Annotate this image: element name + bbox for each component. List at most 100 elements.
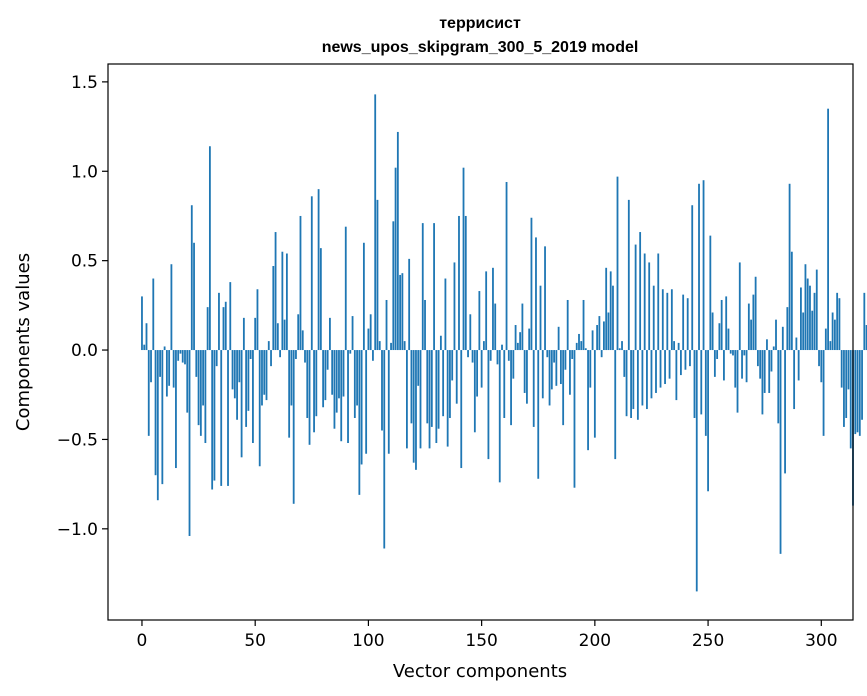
bar-216 [630,350,632,418]
bar-36 [222,307,225,351]
bar-114 [399,274,402,351]
bar-22 [190,205,193,351]
bar-206 [607,312,610,351]
bar-32 [213,350,216,481]
bar-201 [596,325,599,351]
bar-82 [326,350,329,370]
x-axis: 0 50 100 150 200 250 300 [137,620,838,651]
bar-1 [143,344,146,351]
bar-210 [616,176,619,351]
bar-243 [691,205,694,351]
bar-86 [335,350,338,413]
bar-66 [290,350,293,406]
bar-80 [322,350,325,408]
bar-62 [281,251,284,351]
bar-42 [236,350,238,420]
bar-128 [430,350,433,427]
bar-4 [150,350,152,383]
bar-85 [333,350,336,429]
bar-274 [761,350,764,415]
bar-146 [471,350,474,363]
bar-228 [657,253,660,351]
bar-264 [738,262,741,351]
bar-236 [675,350,678,401]
bar-98 [362,242,365,351]
bar-161 [505,181,508,351]
bar-298 [815,269,818,351]
x-tick-label-150: 150 [465,631,497,651]
bar-266 [743,350,746,356]
bar-261 [732,350,734,356]
bar-43 [238,350,241,383]
bar-27 [202,350,205,406]
bar-168 [521,303,524,351]
bar-227 [655,350,657,393]
bar-68 [295,350,297,359]
bar-7 [156,350,159,501]
bar-120 [412,350,415,463]
bar-131 [437,350,440,429]
bar-247 [700,350,703,415]
bar-31 [211,350,214,490]
bar-254 [716,350,719,359]
bar-217 [632,350,635,410]
bar-285 [786,307,789,351]
bar-300 [820,350,823,383]
bar-233 [668,350,671,379]
bar-12 [168,350,171,386]
bar-277 [768,350,771,393]
plot-frame [107,63,854,621]
bar-169 [523,350,526,393]
bar-312 [847,350,850,390]
bar-204 [603,321,605,351]
bar-16 [177,350,180,361]
x-tick-label-50: 50 [244,631,266,651]
bar-125 [424,299,426,351]
bar-58 [272,266,275,351]
bar-183 [555,350,558,386]
bar-284 [784,350,786,474]
bar-311 [845,350,848,418]
bar-182 [553,350,555,363]
bar-190 [571,350,574,359]
bar-219 [636,350,639,420]
bar-178 [544,246,546,351]
bar-296 [811,310,814,351]
bar-195 [582,299,585,351]
bar-93 [351,316,354,351]
bar-269 [750,319,752,351]
bar-287 [790,251,793,351]
x-tick-label-250: 250 [692,631,724,651]
bar-252 [711,312,714,351]
bar-163 [510,350,512,426]
bar-276 [766,339,768,351]
bar-174 [535,237,537,351]
bar-139 [455,350,458,404]
bar-144 [467,350,469,358]
bar-84 [331,350,334,395]
bar-316 [856,350,859,433]
bar-173 [532,350,535,427]
bar-44 [240,350,243,458]
bar-191 [573,350,576,488]
bar-141 [460,350,463,469]
bar-260 [729,350,732,354]
bar-52 [258,350,261,467]
bar-303 [827,108,829,351]
bar-99 [365,350,368,454]
bar-185 [559,350,562,385]
bar-65 [288,350,291,438]
bar-278 [770,350,773,372]
bar-251 [709,235,712,351]
bar-138 [453,262,456,351]
bar-177 [541,350,544,399]
bar-64 [285,253,288,351]
bar-91 [347,350,349,444]
bar-240 [684,350,687,370]
bar-291 [800,287,802,351]
bar-166 [516,342,519,351]
y-tick-label-4: 1.0 [71,162,98,182]
bar-279 [772,346,775,351]
bar-309 [840,350,843,388]
